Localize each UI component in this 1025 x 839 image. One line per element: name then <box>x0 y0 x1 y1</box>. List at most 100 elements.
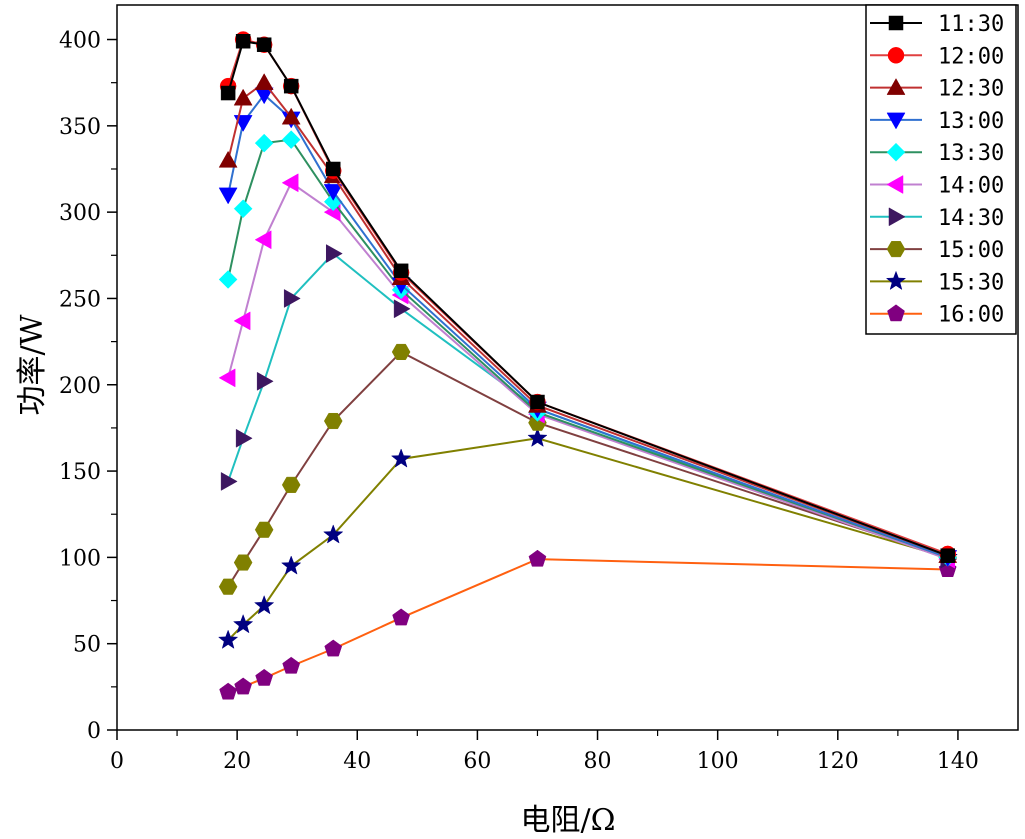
data-point <box>324 639 343 657</box>
data-point <box>254 521 274 538</box>
y-tick-label: 200 <box>59 374 101 399</box>
legend-label: 12:30 <box>938 77 1004 102</box>
legend-marker <box>885 270 907 291</box>
data-point <box>234 677 252 695</box>
x-tick-label: 60 <box>463 749 491 774</box>
data-point <box>218 578 238 595</box>
data-point <box>281 130 301 149</box>
data-point <box>391 343 411 361</box>
legend-item: 13:30 <box>870 141 1004 166</box>
data-point <box>323 412 343 430</box>
data-point <box>528 549 547 567</box>
data-point <box>390 448 412 468</box>
data-point <box>283 78 299 94</box>
series-line <box>227 81 949 557</box>
data-point <box>325 244 343 263</box>
y-tick-label: 150 <box>59 460 101 485</box>
axes-layer: 0 20 40 60 80 100 120 140 0 50 100 150 200 250 300 350 4… <box>59 4 1019 774</box>
legend-item: 14:30 <box>870 206 1004 231</box>
legend-label: 15:30 <box>938 270 1004 295</box>
legend-marker <box>888 15 904 31</box>
x-tick-label: 120 <box>817 749 859 774</box>
data-point <box>256 371 274 391</box>
data-point <box>392 608 410 626</box>
series-line <box>227 181 949 561</box>
y-tick-label: 100 <box>59 546 101 571</box>
data-point <box>393 263 409 279</box>
series-layer <box>217 31 958 700</box>
legend-marker <box>887 47 905 64</box>
series-line <box>227 558 948 693</box>
legend-item: 11:30 <box>870 12 1004 37</box>
series-1600 <box>219 549 957 700</box>
data-point <box>281 107 301 125</box>
data-point <box>233 199 253 219</box>
legend-marker <box>887 304 905 322</box>
data-point <box>325 161 341 177</box>
legend-label: 11:30 <box>938 12 1004 37</box>
legend-label: 14:30 <box>938 206 1004 231</box>
y-tick-label: 400 <box>59 29 101 54</box>
data-point <box>233 554 253 571</box>
data-point <box>282 656 301 674</box>
y-tick-label: 250 <box>59 287 101 312</box>
legend-label: 15:00 <box>938 238 1004 263</box>
data-point <box>254 133 274 153</box>
data-point <box>218 187 238 205</box>
series-line <box>227 40 949 557</box>
plot-frame <box>116 4 1019 731</box>
legend-item: 16:00 <box>870 303 1004 328</box>
data-point <box>283 289 301 308</box>
data-point <box>323 524 344 544</box>
data-point <box>218 368 236 388</box>
legend-label: 16:00 <box>938 303 1004 328</box>
data-point <box>530 394 545 410</box>
data-point <box>235 428 253 448</box>
y-tick-label: 0 <box>87 719 101 744</box>
series-1230 <box>218 73 958 563</box>
y-tick-label: 300 <box>59 201 101 226</box>
series-1530 <box>217 427 958 649</box>
data-point <box>254 230 272 250</box>
legend-marker <box>886 142 906 162</box>
legend-item: 13:00 <box>870 109 1004 134</box>
legend-label: 13:30 <box>938 141 1004 166</box>
data-point <box>323 184 343 201</box>
data-point <box>233 311 251 331</box>
legend-marker <box>886 175 904 194</box>
y-axis-title: 功率/W <box>15 314 50 415</box>
x-tick-label: 140 <box>937 749 979 774</box>
legend-item: 12:00 <box>870 44 1004 69</box>
data-point <box>940 548 955 563</box>
data-point <box>281 173 299 193</box>
series-1300 <box>218 87 958 567</box>
data-point <box>253 594 275 615</box>
legend-item: 14:00 <box>870 174 1004 199</box>
data-point <box>218 150 238 168</box>
data-point <box>235 34 251 49</box>
legend-marker <box>886 112 906 130</box>
x-tick-label: 100 <box>697 749 739 774</box>
series-line <box>227 38 949 555</box>
y-tick-label: 350 <box>59 115 101 140</box>
series-1200 <box>219 31 956 563</box>
x-tick-label: 40 <box>343 749 371 774</box>
series-1500 <box>218 343 958 595</box>
data-point <box>254 73 274 90</box>
legend-item: 15:00 <box>870 238 1004 263</box>
data-point <box>220 472 238 491</box>
series-1330 <box>218 130 958 567</box>
legend: 11:30 12:00 12:30 13:00 13:30 14:00 14:30 15:00… <box>865 4 1017 335</box>
data-point <box>218 270 238 289</box>
legend-label: 12:00 <box>938 44 1004 69</box>
y-tick-label: 50 <box>73 633 101 658</box>
series-line <box>227 138 949 559</box>
legend-marker <box>888 207 906 227</box>
data-point <box>219 682 237 700</box>
x-tick-label: 80 <box>584 749 612 774</box>
data-point <box>220 85 236 101</box>
legend-item: 12:30 <box>870 77 1004 102</box>
legend-label: 13:00 <box>938 109 1004 134</box>
data-point <box>233 88 253 106</box>
